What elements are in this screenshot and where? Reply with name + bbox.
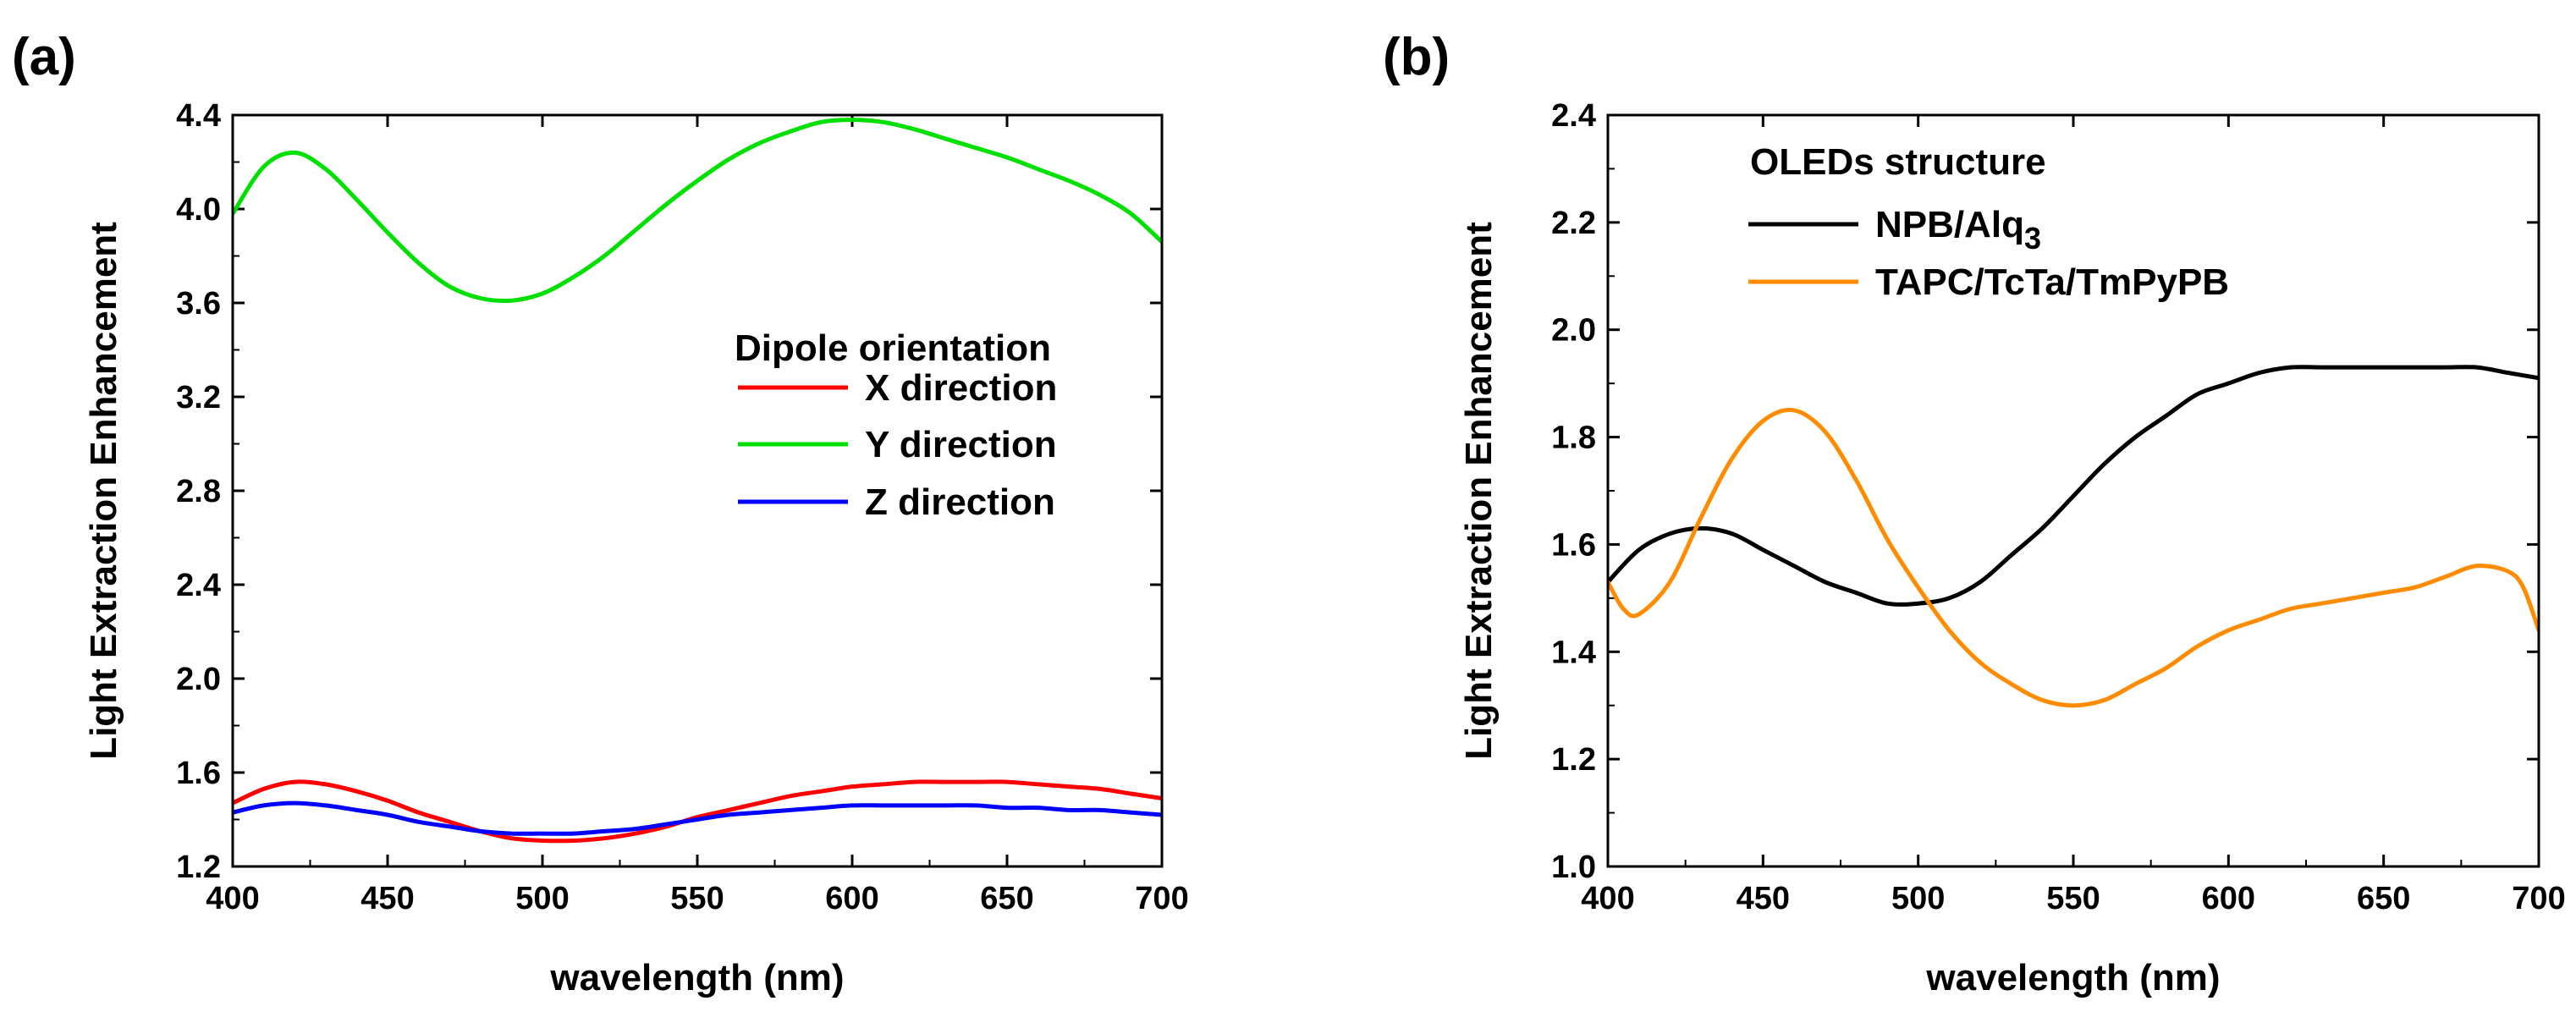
legend-entry: Y direction: [865, 424, 1057, 465]
series-line-tapc-tcta-tmpypb: [1608, 407, 2539, 708]
x-tick-label: 400: [206, 881, 259, 916]
plot-frame: [1606, 113, 2540, 868]
series-line-z-direction: [233, 800, 1162, 836]
y-tick-label: 1.6: [176, 756, 221, 791]
x-tick-label: 500: [515, 881, 569, 916]
y-tick-label: 1.0: [1551, 850, 1596, 885]
y-tick-label: 1.4: [1551, 635, 1596, 670]
y-tick-label: 1.2: [1551, 742, 1596, 778]
plot-frame: [231, 113, 1164, 868]
legend-entry-subscript: 3: [2024, 221, 2041, 256]
x-tick-label: 650: [2357, 881, 2410, 916]
y-tick-label: 1.2: [176, 850, 221, 885]
panel-label: (b): [1383, 28, 1450, 86]
legend-entry: X direction: [865, 367, 1057, 409]
y-tick-label: 4.0: [176, 192, 221, 228]
x-tick-label: 450: [361, 881, 414, 916]
x-tick-label: 600: [2202, 881, 2255, 916]
panel-label: (a): [12, 28, 76, 86]
y-axis-label: Light Extraction Enhancement: [1458, 222, 1500, 760]
y-tick-label: 2.4: [1551, 98, 1596, 134]
y-axis-label: Light Extraction Enhancement: [83, 222, 124, 760]
x-tick-label: 450: [1737, 881, 1790, 916]
x-tick-label: 650: [980, 881, 1033, 916]
x-tick-label: 550: [2046, 881, 2100, 916]
chart-panel-a: (a) 400 450 500 550 600 650 700 1.2 1.6 2.0 2.4 2.8 3…: [12, 28, 1189, 998]
y-tick-label: 3.6: [176, 286, 221, 322]
series-line-y-direction: [233, 118, 1162, 304]
legend-title: Dipole orientation: [735, 327, 1051, 369]
legend-entry: NPB/Alq3: [1875, 204, 2041, 256]
y-tick-label: 1.8: [1551, 421, 1596, 456]
y-tick-label: 1.6: [1551, 527, 1596, 563]
legend-entry: Z direction: [865, 481, 1055, 523]
x-tick-label: 500: [1891, 881, 1945, 916]
y-tick-label: 2.4: [176, 568, 221, 603]
legend: OLEDs structure NPB/Alq3 TAPC/TcTa/TmPyPB: [1748, 141, 2229, 303]
x-tick-label: 400: [1581, 881, 1634, 916]
y-tick-label: 2.8: [176, 474, 221, 509]
x-tick-label: 600: [825, 881, 878, 916]
y-tick-label: 2.0: [176, 662, 221, 697]
y-tick-label: 4.4: [176, 98, 221, 134]
x-tick-label: 700: [1135, 881, 1188, 916]
chart-panel-b: (b) 400 450 500 550 600 650 700 1.0 1.2 1.4 1.6 1.8 2…: [1383, 28, 2566, 998]
y-tick-label: 3.2: [176, 380, 221, 415]
x-tick-label: 550: [670, 881, 724, 916]
x-axis-label: wavelength (nm): [549, 957, 844, 998]
series-line-x-direction: [233, 779, 1162, 844]
y-tick-label: 2.0: [1551, 313, 1596, 349]
x-axis-label: wavelength (nm): [1925, 957, 2220, 998]
legend-title: OLEDs structure: [1750, 141, 2046, 183]
x-tick-label: 700: [2512, 881, 2565, 916]
y-tick-label: 2.2: [1551, 206, 1596, 241]
legend-entry: TAPC/TcTa/TmPyPB: [1875, 261, 2229, 303]
series-line-npb-alq: [1608, 365, 2539, 607]
